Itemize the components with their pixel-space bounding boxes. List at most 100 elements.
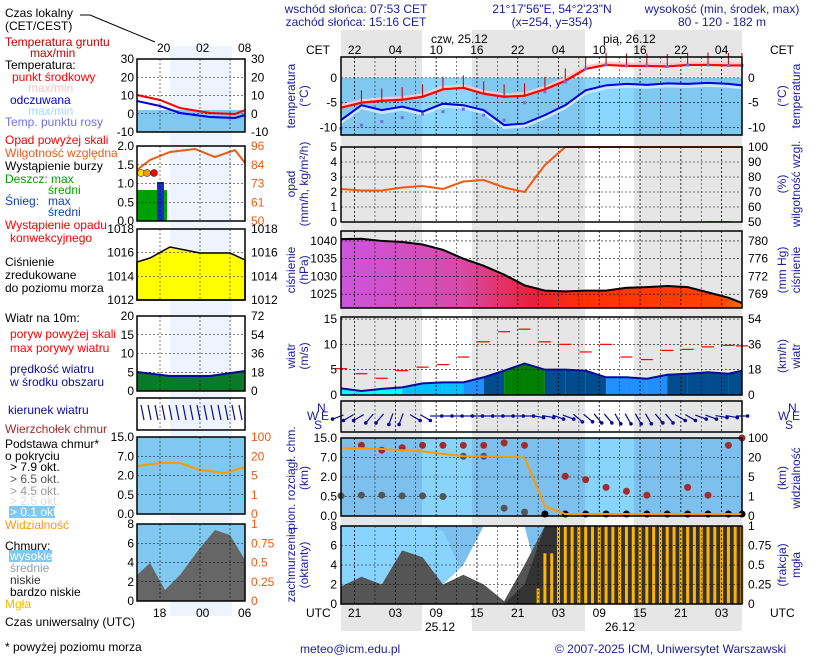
wind-arrow (684, 414, 696, 422)
temperature-left-tick: -5 (326, 96, 337, 110)
dew-point-marker (421, 112, 425, 116)
temperature-axis-title: temperatura (789, 63, 803, 128)
utc-hour-label: 03 (715, 606, 729, 620)
cet-hour-label: 10 (593, 43, 607, 57)
wind-arrow-head (725, 415, 729, 420)
wind-speed-area (626, 377, 647, 395)
legend-pressure1: Ciśnienie (5, 255, 55, 269)
cloud_base-left-tick: 7.0 (320, 451, 337, 465)
mini-left-tick: 2.0 (117, 469, 134, 483)
legend-storm: Wystąpienie burzy (5, 159, 103, 173)
cloud_cover-left-tick: 2 (330, 578, 337, 592)
mini-wind-arrow (217, 404, 222, 421)
cloud-base-marker (500, 504, 508, 512)
cloud_base-left-tick: 2.0 (320, 470, 337, 484)
legend-fog: Mgła (5, 597, 31, 611)
cet-hour-label: 22 (511, 43, 525, 57)
fog-bar (590, 526, 594, 604)
feels-like-line (340, 81, 743, 127)
wind-arrow (593, 413, 603, 424)
precip-right-tick: 80 (748, 170, 762, 184)
wind-arrow-head (693, 418, 698, 423)
pressure-left-tick: 1035 (310, 252, 337, 266)
wind-arrow-head (341, 418, 346, 423)
legend-okt-01: > 0.1 okt. (10, 505, 60, 519)
utc-hour-label: 09 (429, 606, 443, 620)
mini-wind-arrow (175, 404, 180, 421)
legend-utc-label: Czas uniwersalny (UTC) (5, 615, 135, 629)
cloud_cover-right-tick: 0.75 (748, 539, 772, 553)
wind-arrow-head (714, 417, 719, 421)
mini-left-tick: -10 (117, 125, 135, 139)
legend-rain-avg: średni (48, 183, 81, 197)
wind-arrow (365, 413, 374, 424)
cloud-top-marker (378, 446, 386, 454)
mini-left-tick: 0 (127, 384, 134, 398)
cloud_base-left-tick: 0.5 (320, 490, 337, 504)
coordinates: 21°17'56"E, 54°2'23"N (492, 2, 611, 16)
precip-left-tick: 2 (330, 185, 337, 199)
mini-right-tick: 96 (251, 139, 265, 153)
legend-wind-dir: kierunek wiatru (8, 403, 89, 417)
mini-left-tick: 0 (127, 594, 134, 608)
tz-label-bottom-left: UTC (306, 606, 331, 620)
contact-email[interactable]: meteo@icm.edu.pl (300, 642, 400, 656)
precip-right-tick: 60 (748, 200, 762, 214)
fog-bar (733, 526, 737, 604)
cloud-base-marker (357, 491, 365, 499)
wind-arrow (705, 414, 717, 420)
legend-precip-over: Opad powyżej skali (5, 133, 108, 147)
utc-hour-label: 21 (348, 606, 362, 620)
wind-speed-area (708, 372, 729, 395)
cet-hour-label: 16 (633, 43, 647, 57)
mini-left-tick: 20 (121, 309, 135, 323)
cloud_cover-axis-right_title: mgła (789, 552, 803, 578)
cloud-top-marker (704, 491, 712, 499)
fog-bar (618, 526, 622, 604)
legend-clouds: Chmury: (5, 539, 50, 553)
legend-convective2: konwekcyjnego (10, 231, 92, 245)
pressure-left-tick: 1040 (310, 234, 337, 248)
precip-left-tick: 0 (330, 215, 337, 229)
mini-left-tick: 1016 (107, 246, 134, 260)
wind-arrow (343, 414, 354, 422)
precip-axis-title: opad (284, 171, 298, 198)
mini-right-tick: 0.25 (251, 575, 275, 589)
cloud_base-left-tick: 15.0 (314, 431, 338, 445)
wind-arrow (665, 413, 674, 424)
legend-snow: Śnieg: (5, 193, 39, 208)
cloud-top-marker (724, 441, 732, 449)
precip-left-tick: 5 (330, 140, 337, 154)
wind-arrow-head (599, 421, 604, 425)
utc-hour-label: 15 (470, 606, 484, 620)
dew-point-marker (584, 67, 588, 71)
fog-bar (679, 526, 683, 604)
fog-bar (536, 588, 540, 604)
wind-arrow-head (351, 418, 356, 423)
wind-arrow (674, 414, 686, 422)
wind-speed-area (341, 388, 362, 395)
dew-point-marker (686, 63, 690, 67)
legend-hour-08: 08 (238, 41, 252, 55)
wind-arrow-head (561, 417, 566, 421)
date-label-25: 25.12 (425, 620, 455, 634)
cloud-top-marker (622, 487, 630, 495)
mini-right-tick: 18 (251, 365, 265, 379)
temperature-axis-unit: (°C) (775, 85, 789, 106)
legend-feels-mm: max/min (28, 104, 73, 118)
legend-medium: średnie (10, 561, 50, 575)
mini-right-tick: 1014 (251, 269, 278, 283)
fog-bar (686, 526, 690, 604)
temperature-right-tick: -10 (748, 121, 766, 135)
mini-left-tick: 30 (121, 52, 135, 66)
cloud_cover-axis-unit: (oktanty) (297, 542, 311, 589)
compass-e: E (321, 409, 329, 423)
elevation-values: 80 - 120 - 182 m (678, 15, 766, 29)
day-label-fri: pią, 26.12 (603, 32, 656, 46)
wind-arrow-head (683, 418, 688, 423)
cet-hour-label: 22 (348, 43, 362, 57)
pressure-axis-title: ciśnienie (284, 246, 298, 293)
wind-arrow (725, 414, 738, 419)
mini-visibility-line (136, 462, 246, 475)
